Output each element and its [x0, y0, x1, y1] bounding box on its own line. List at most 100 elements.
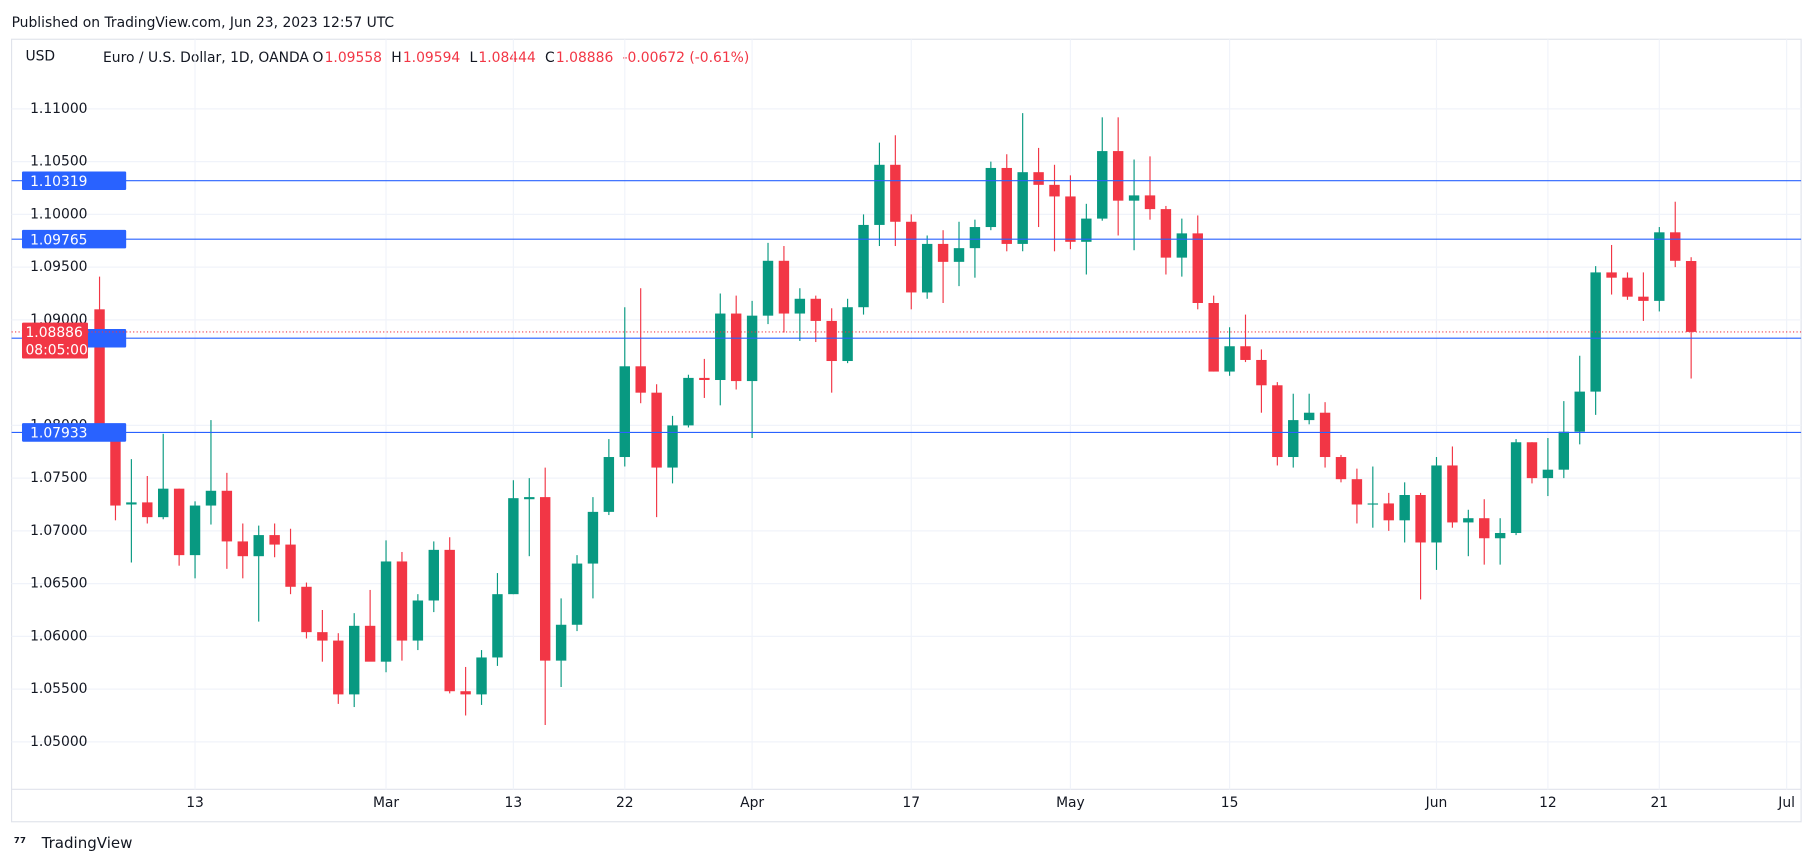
candle-body	[969, 227, 981, 249]
candle-body	[94, 309, 105, 430]
candle-body	[1208, 302, 1219, 372]
candle-body	[715, 313, 726, 381]
y-tick-label: 1.11000	[30, 101, 87, 117]
candle-body	[1526, 442, 1538, 479]
candle-body	[1017, 172, 1028, 244]
candle-body	[1272, 385, 1283, 458]
candle-body	[508, 498, 519, 595]
candle-body	[1638, 296, 1649, 301]
last-price-label: 1.08886	[25, 325, 82, 341]
x-tick-label: 12	[1539, 795, 1557, 811]
candle-body	[826, 320, 837, 362]
candle-body	[301, 586, 312, 633]
candle-body	[1558, 431, 1570, 470]
candle-body	[1367, 503, 1379, 505]
y-tick-label: 1.05500	[30, 681, 87, 697]
candle-body	[205, 490, 217, 506]
candle-body	[237, 541, 248, 557]
frame	[10, 38, 1802, 823]
candle-body	[842, 307, 853, 362]
ohlc-legend: O 1.09558 H 1.09594 L 1.08444 C 1.08886 -0.00672…	[313, 50, 750, 66]
candle-body	[699, 377, 710, 381]
candle-body	[524, 497, 535, 500]
candle-body	[1399, 494, 1410, 521]
level-badge	[21, 229, 127, 249]
candle-body	[428, 549, 439, 601]
candle-body	[571, 563, 583, 625]
x-tick-label: 15	[1221, 795, 1239, 811]
candle-body	[1510, 442, 1522, 533]
candle-body	[619, 366, 630, 458]
x-tick-label: Jul	[1777, 795, 1795, 811]
candle-body	[778, 260, 790, 314]
candle-body	[1670, 232, 1681, 261]
candle-body	[317, 632, 328, 641]
level-label: 1.07933	[30, 426, 87, 442]
candle-body	[492, 594, 503, 658]
legend-key: H	[391, 50, 401, 66]
candle-body	[189, 505, 201, 556]
candle-body	[396, 561, 408, 641]
logo: ⁷⁷	[14, 836, 26, 852]
candle-body	[476, 657, 487, 695]
x-tick-label: 17	[902, 795, 920, 811]
candle-body	[937, 243, 949, 262]
candle-body	[1144, 195, 1156, 210]
candle-body	[1240, 346, 1251, 360]
y-tick-label: 1.07500	[30, 470, 87, 486]
candle-body	[1574, 391, 1585, 432]
candle-body	[221, 490, 233, 542]
candle-body	[1303, 412, 1315, 421]
candle-body	[1542, 469, 1554, 479]
candle-body	[1685, 261, 1697, 332]
y-tick-label: 1.10500	[30, 154, 87, 170]
x-tick-label: 21	[1650, 795, 1668, 811]
candle-body	[364, 625, 376, 662]
candle-body	[444, 549, 455, 692]
legend-value: 1.08444	[478, 50, 536, 66]
candle-body	[985, 167, 997, 228]
x-tick-label: May	[1056, 795, 1085, 811]
x-tick-label: 13	[186, 795, 204, 811]
candle-body	[746, 315, 758, 382]
candle-body	[1622, 277, 1633, 297]
candle-body	[1176, 233, 1188, 258]
candle-body	[539, 497, 551, 661]
candle-body	[635, 366, 646, 393]
last-price-badge	[21, 322, 88, 359]
symbol-title: Euro / U.S. Dollar, 1D, OANDA	[103, 50, 309, 66]
brand: TradingView	[41, 834, 133, 852]
y-tick-label: 1.10000	[30, 206, 87, 222]
candle-body	[1160, 209, 1172, 258]
level-badge	[21, 171, 127, 190]
candle-body	[1319, 412, 1331, 458]
candle-body	[762, 260, 774, 316]
candle-body	[1494, 532, 1506, 539]
candle-body	[1415, 494, 1426, 543]
candle-body	[555, 624, 567, 661]
candle-body	[1224, 346, 1235, 372]
candle-body	[1335, 457, 1347, 480]
candle-body	[173, 488, 185, 556]
x-tick-label: 22	[616, 795, 634, 811]
legend-value: 1.08886	[556, 50, 613, 66]
candle-body	[874, 164, 885, 225]
candle-body	[380, 561, 392, 662]
candle-body	[667, 425, 678, 468]
candle-body	[1351, 479, 1363, 505]
candle-body	[1256, 359, 1267, 386]
published: Published on TradingView.com, Jun 23, 20…	[12, 15, 395, 31]
candle-body	[1383, 503, 1394, 521]
candle-body	[1479, 518, 1490, 539]
y-tick-label: 1.06500	[30, 576, 87, 592]
candle-body	[1654, 232, 1665, 301]
level-badge	[21, 423, 127, 442]
currency: USD	[25, 49, 55, 65]
legend-change: -0.00672 (-0.61%)	[623, 50, 750, 66]
candle-body	[730, 313, 742, 382]
legend-value: 1.09558	[325, 50, 382, 66]
candle-body	[906, 221, 917, 293]
candle-body	[412, 600, 424, 641]
x-tick-label: 13	[505, 795, 523, 811]
countdown: 08:05:00	[25, 342, 87, 358]
